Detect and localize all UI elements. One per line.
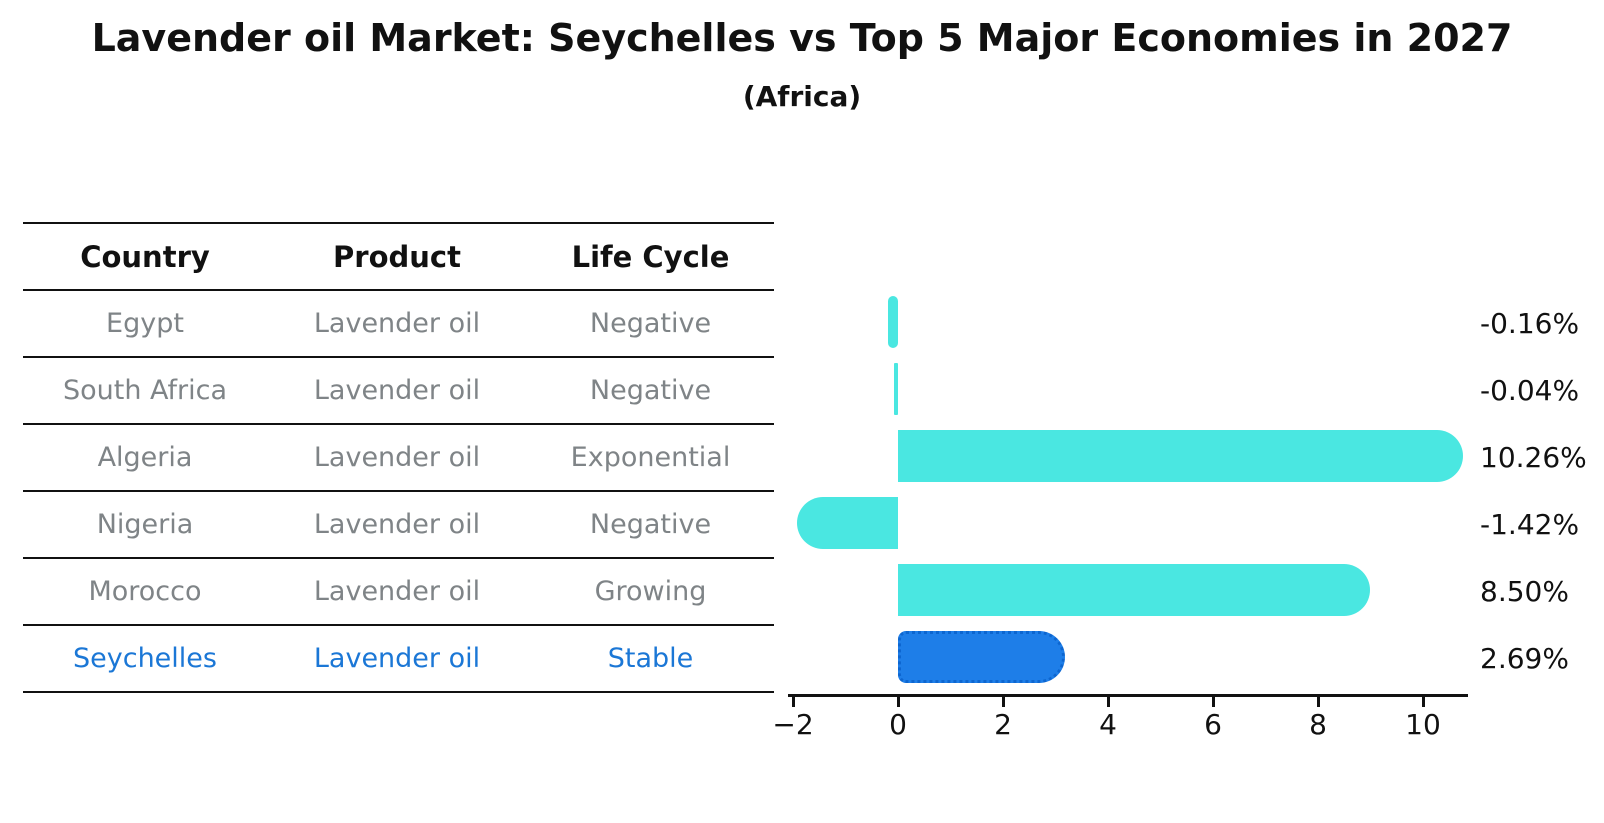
cell-life-cycle: Exponential [570, 442, 731, 473]
value-label-nigeria: -1.42% [1480, 508, 1580, 541]
cell-product: Lavender oil [313, 308, 481, 339]
cell-country: Algeria [97, 442, 193, 473]
table-row-algeria: Algeria Lavender oil Exponential [23, 425, 774, 492]
column-header-product: Product [333, 239, 461, 274]
bar-egypt [887, 296, 898, 348]
bar-seychelles [898, 631, 1066, 683]
column-header-life-cycle: Life Cycle [571, 239, 730, 274]
x-tick-label-2: 2 [994, 708, 1012, 741]
x-tick--2 [791, 697, 795, 707]
bar-south-africa [893, 363, 898, 415]
cell-country: South Africa [62, 375, 228, 406]
table-row-morocco: Morocco Lavender oil Growing [23, 559, 774, 626]
value-label-south-africa: -0.04% [1480, 374, 1580, 407]
bar-morocco [898, 564, 1371, 616]
cell-country: Seychelles [73, 643, 217, 674]
x-tick-0 [896, 697, 900, 707]
x-tick-label-4: 4 [1099, 708, 1117, 741]
x-tick-label--2: −2 [772, 708, 814, 741]
cell-life-cycle: Growing [594, 576, 707, 607]
market-table: Country Product Life Cycle Egypt Lavender o… [23, 222, 774, 693]
x-tick-label-0: 0 [889, 708, 907, 741]
cell-life-cycle: Negative [589, 308, 712, 339]
value-label-seychelles: 2.69% [1480, 642, 1569, 675]
cell-product: Lavender oil [313, 442, 481, 473]
bar-algeria [898, 430, 1463, 482]
column-header-country: Country [80, 239, 210, 274]
x-tick-10 [1421, 697, 1425, 707]
table-row-nigeria: Nigeria Lavender oil Negative [23, 492, 774, 559]
chart-title: Lavender oil Market: Seychelles vs Top 5… [91, 16, 1513, 60]
x-tick-4 [1106, 697, 1110, 707]
table-header-row: Country Product Life Cycle [23, 224, 774, 291]
cell-country: Morocco [88, 576, 202, 607]
table-row-south-africa: South Africa Lavender oil Negative [23, 358, 774, 425]
bar-nigeria [797, 497, 898, 549]
chart-subtitle: (Africa) [742, 80, 862, 113]
cell-product: Lavender oil [313, 375, 481, 406]
value-label-algeria: 10.26% [1480, 441, 1587, 474]
x-tick-label-6: 6 [1204, 708, 1222, 741]
table-body: Egypt Lavender oil Negative South Africa Lav… [23, 291, 774, 693]
table-row-egypt: Egypt Lavender oil Negative [23, 291, 774, 358]
cell-life-cycle: Negative [589, 509, 712, 540]
cell-product: Lavender oil [313, 576, 481, 607]
cell-country: Nigeria [96, 509, 194, 540]
cell-country: Egypt [106, 308, 184, 339]
x-tick-8 [1316, 697, 1320, 707]
cell-life-cycle: Stable [607, 643, 694, 674]
table-row-seychelles: Seychelles Lavender oil Stable [23, 626, 774, 693]
cell-product: Lavender oil [313, 509, 481, 540]
x-axis-line [788, 694, 1468, 697]
x-tick-2 [1001, 697, 1005, 707]
x-tick-label-10: 10 [1405, 708, 1441, 741]
cell-life-cycle: Negative [589, 375, 712, 406]
x-tick-6 [1211, 697, 1215, 707]
value-label-morocco: 8.50% [1480, 575, 1569, 608]
cell-product: Lavender oil [313, 643, 481, 674]
x-tick-label-8: 8 [1309, 708, 1327, 741]
value-label-egypt: -0.16% [1480, 307, 1580, 340]
